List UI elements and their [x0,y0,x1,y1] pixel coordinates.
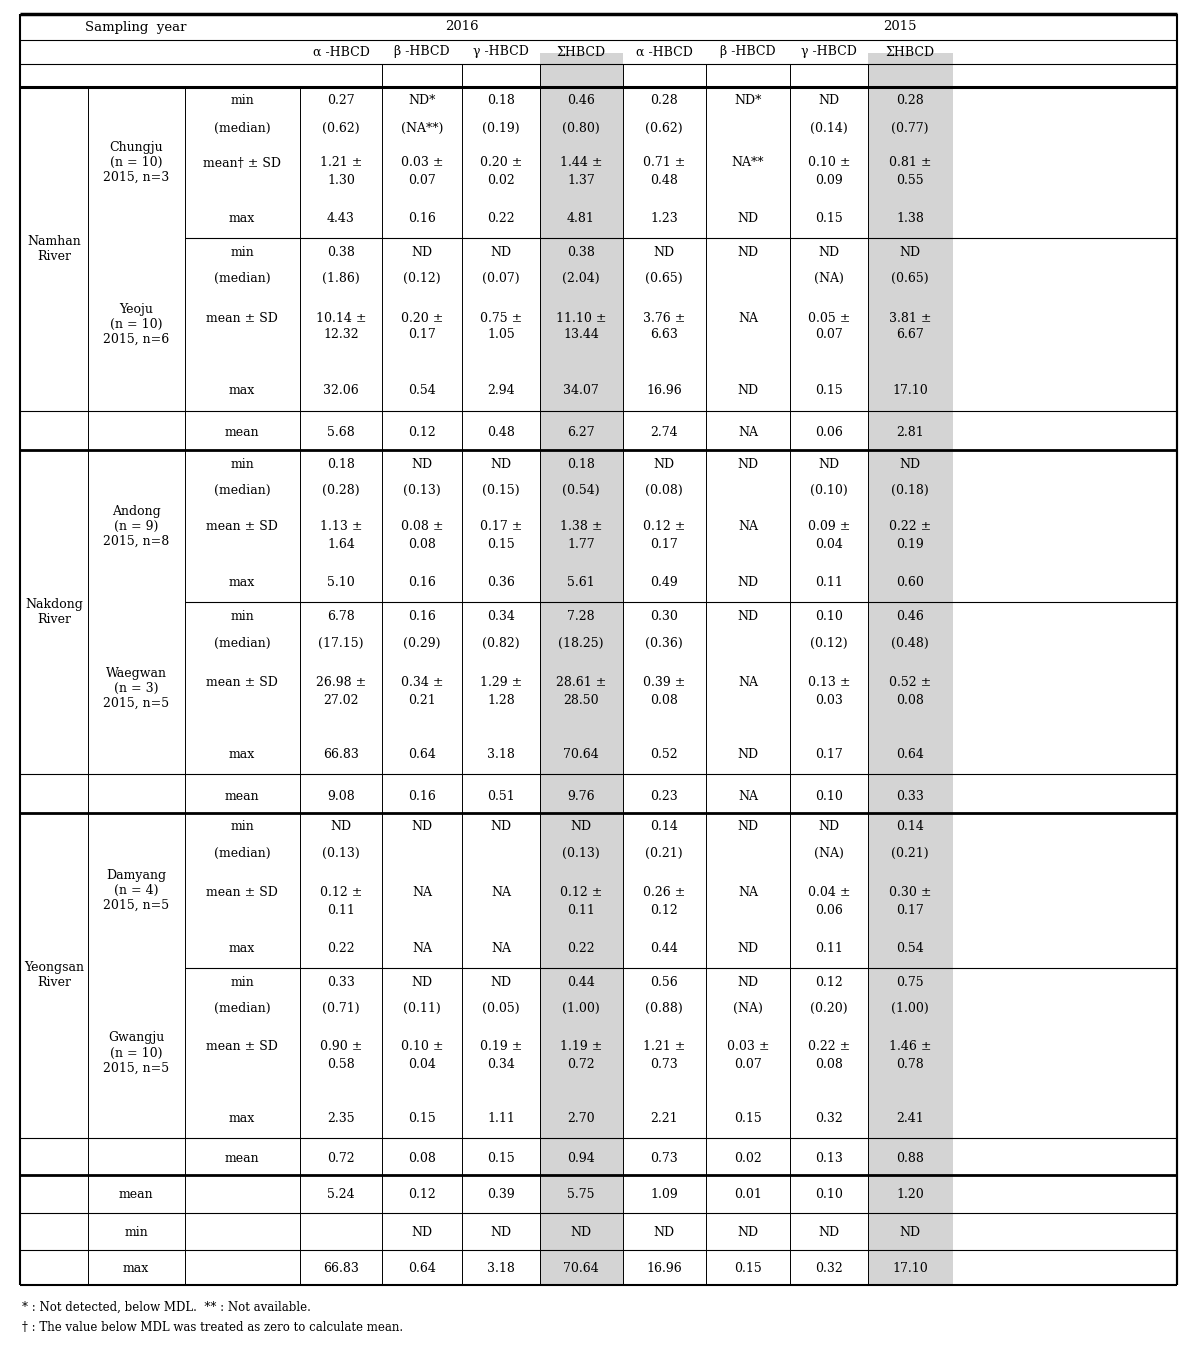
Text: 0.16: 0.16 [408,611,436,623]
Text: 0.12 ±: 0.12 ± [320,887,363,899]
Text: (0.21): (0.21) [892,847,929,859]
Text: ND: ND [737,821,759,833]
Text: (0.05): (0.05) [482,1001,519,1015]
Text: (0.10): (0.10) [810,484,847,496]
Text: β -HBCD: β -HBCD [721,45,776,59]
Text: 0.52: 0.52 [650,749,678,761]
Text: ND: ND [491,1225,511,1239]
Text: 0.09 ±: 0.09 ± [808,520,850,534]
Text: (18.25): (18.25) [558,637,603,649]
Text: (0.21): (0.21) [645,847,682,859]
Text: NA: NA [739,425,758,438]
Text: β -HBCD: β -HBCD [394,45,450,59]
Text: 0.81 ±: 0.81 ± [888,157,931,169]
Text: mean: mean [119,1187,153,1201]
Text: (median): (median) [214,484,271,496]
Text: mean ± SD: mean ± SD [206,887,278,899]
Text: 0.08 ±: 0.08 ± [401,520,443,534]
Text: (0.62): (0.62) [322,122,360,134]
Text: 0.22: 0.22 [487,212,515,224]
Text: ND: ND [819,94,839,108]
Text: 0.01: 0.01 [734,1187,762,1201]
Text: 0.46: 0.46 [567,94,595,108]
Text: 0.64: 0.64 [897,749,924,761]
Text: * : Not detected, below MDL.  ** : Not available.: * : Not detected, below MDL. ** : Not av… [22,1300,311,1314]
Text: 4.43: 4.43 [327,212,356,224]
Text: 0.73: 0.73 [650,1057,678,1071]
Text: 1.21 ±: 1.21 ± [320,157,363,169]
Text: NA: NA [739,887,758,899]
Text: ΣHBCD: ΣHBCD [886,45,935,59]
Text: 16.96: 16.96 [646,1261,682,1274]
Text: 0.48: 0.48 [650,173,678,187]
Text: 2.70: 2.70 [567,1112,595,1124]
Text: 1.29 ±: 1.29 ± [480,676,522,690]
Text: 0.94: 0.94 [567,1152,595,1164]
Text: 1.23: 1.23 [650,212,678,224]
Text: (median): (median) [214,272,271,284]
Text: (0.29): (0.29) [403,637,440,649]
Text: ND: ND [737,246,759,258]
Text: (0.65): (0.65) [645,272,682,284]
Text: 0.08: 0.08 [897,694,924,706]
Text: Namhan
River: Namhan River [28,235,81,264]
Text: (0.13): (0.13) [563,847,600,859]
Text: ND*: ND* [408,94,436,108]
Text: 0.15: 0.15 [815,384,843,396]
Text: max: max [123,1261,150,1274]
Text: 0.11: 0.11 [567,903,595,917]
Text: ND: ND [412,975,432,989]
Text: 0.12: 0.12 [408,1187,436,1201]
Text: ΣHBCD: ΣHBCD [557,45,606,59]
Text: 0.17: 0.17 [897,903,924,917]
Text: 0.22: 0.22 [567,943,595,955]
Text: 70.64: 70.64 [563,1261,598,1274]
Text: 0.12: 0.12 [650,903,678,917]
Text: 0.16: 0.16 [408,212,436,224]
Text: 1.13 ±: 1.13 ± [320,520,363,534]
Bar [868,53,953,64]
Text: 1.37: 1.37 [567,173,595,187]
Text: (0.54): (0.54) [563,484,600,496]
Text: 0.17 ±: 0.17 ± [480,520,522,534]
Text: Nakdong
River: Nakdong River [25,598,83,626]
Text: 34.07: 34.07 [563,384,598,396]
Text: (median): (median) [214,122,271,134]
Text: 0.13: 0.13 [815,1152,843,1164]
Text: 0.08: 0.08 [650,694,678,706]
Text: 66.83: 66.83 [323,749,359,761]
Text: 0.17: 0.17 [650,537,678,550]
Bar [540,64,622,1285]
Text: 0.38: 0.38 [327,246,356,258]
Text: 0.38: 0.38 [567,246,595,258]
Text: 0.48: 0.48 [487,425,515,438]
Text: 3.81 ±: 3.81 ± [888,311,931,325]
Text: ND: ND [737,943,759,955]
Text: 0.28: 0.28 [650,94,678,108]
Text: 0.34: 0.34 [487,1057,515,1071]
Text: 0.06: 0.06 [815,903,843,917]
Text: (0.48): (0.48) [891,637,929,649]
Text: 0.75 ±: 0.75 ± [480,311,522,325]
Text: 6.78: 6.78 [327,611,354,623]
Text: 0.20 ±: 0.20 ± [401,311,443,325]
Text: NA: NA [412,887,432,899]
Text: Chungju
(n = 10)
2015, n=3: Chungju (n = 10) 2015, n=3 [103,141,169,184]
Text: 5.61: 5.61 [567,575,595,589]
Text: 2.35: 2.35 [327,1112,354,1124]
Text: ND: ND [330,821,352,833]
Text: 1.64: 1.64 [327,537,356,550]
Text: 0.36: 0.36 [487,575,515,589]
Text: ND: ND [491,246,511,258]
Text: 1.30: 1.30 [327,173,356,187]
Text: 0.58: 0.58 [327,1057,354,1071]
Text: 0.06: 0.06 [815,425,843,438]
Text: max: max [229,575,255,589]
Text: ND: ND [654,246,675,258]
Text: 5.24: 5.24 [327,1187,354,1201]
Text: Yeongsan
River: Yeongsan River [24,962,84,989]
Text: 0.27: 0.27 [327,94,354,108]
Text: 0.33: 0.33 [327,975,356,989]
Text: 0.20 ±: 0.20 ± [480,157,522,169]
Text: (median): (median) [214,1001,271,1015]
